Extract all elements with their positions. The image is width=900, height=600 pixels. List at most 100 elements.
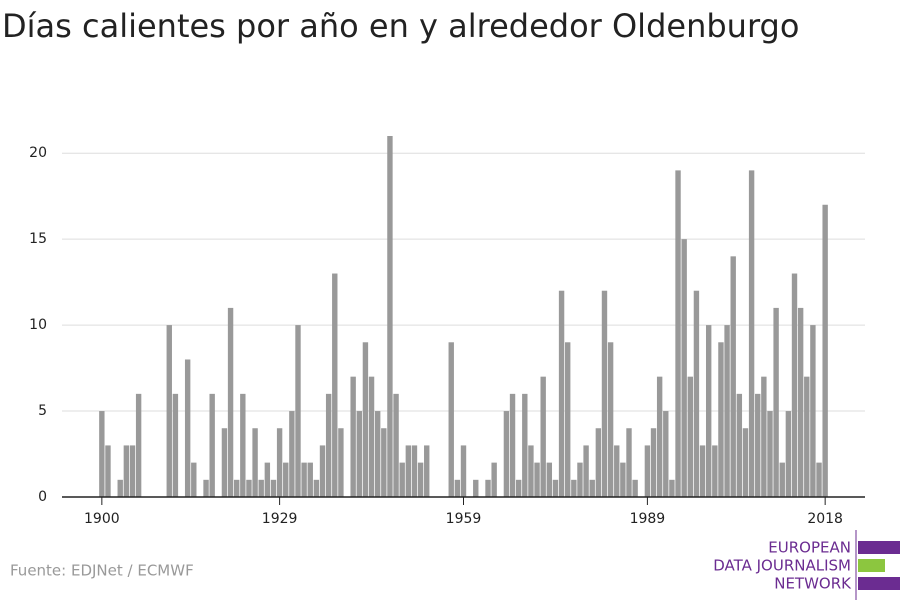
bar: [669, 479, 675, 497]
bar: [129, 445, 136, 497]
bar: [767, 411, 773, 497]
bar: [319, 445, 326, 497]
bar: [123, 445, 130, 497]
bar: [350, 376, 356, 497]
bar: [191, 462, 197, 497]
logo-text: NETWORK: [774, 575, 852, 593]
bar: [773, 307, 779, 497]
bar: [503, 411, 510, 497]
bar: [417, 462, 424, 497]
bar: [614, 445, 620, 497]
x-tick-label: 1989: [630, 511, 666, 527]
logo: EUROPEAN DATA JOURNALISM NETWORK: [713, 530, 900, 600]
bar: [289, 411, 295, 497]
bar: [607, 342, 614, 497]
bar: [693, 290, 700, 497]
bar: [368, 376, 375, 497]
bar: [381, 428, 387, 497]
bar: [184, 359, 191, 497]
logo-text: EUROPEAN: [768, 539, 851, 557]
bar: [699, 445, 706, 497]
logo-bar: [858, 541, 900, 554]
bar: [632, 479, 638, 497]
bar: [448, 342, 454, 497]
bar: [166, 325, 172, 497]
bar: [779, 462, 785, 497]
bar: [283, 462, 289, 497]
bar: [105, 445, 111, 497]
bar: [227, 307, 234, 497]
bar: [644, 445, 651, 497]
bar: [270, 479, 277, 497]
bar: [374, 411, 381, 497]
bar: [552, 479, 559, 497]
bar: [565, 342, 571, 497]
bar: [681, 239, 687, 497]
bar: [620, 462, 626, 497]
y-tick-label: 15: [29, 231, 47, 247]
bar: [99, 411, 105, 497]
bar: [473, 479, 479, 497]
bar: [399, 462, 405, 497]
bar: [325, 393, 332, 497]
source: Fuente: EDJNet / ECMWF: [10, 562, 194, 580]
bar: [675, 170, 681, 497]
bar: [362, 342, 369, 497]
bar: [234, 479, 240, 497]
y-tick-label: 20: [29, 145, 47, 161]
bar: [405, 445, 412, 497]
bar: [822, 204, 828, 497]
bar: [411, 445, 418, 497]
chart-title: Días calientes por año en y alrededor Ol…: [2, 7, 799, 45]
bar: [240, 393, 246, 497]
bar: [626, 428, 632, 497]
bar: [203, 479, 209, 497]
bar: [687, 376, 693, 497]
bar: [534, 462, 540, 497]
bar: [393, 393, 399, 497]
bar: [748, 170, 755, 497]
bar: [595, 428, 602, 497]
y-tick-label: 5: [38, 403, 47, 419]
bar: [209, 393, 215, 497]
bar: [172, 393, 179, 497]
bar: [589, 479, 595, 497]
bar: [755, 393, 761, 497]
bar: [785, 411, 792, 497]
bar: [540, 376, 546, 497]
bar: [460, 445, 467, 497]
bar: [601, 290, 608, 497]
bar: [117, 479, 123, 497]
bar: [264, 462, 271, 497]
bar: [583, 445, 589, 497]
bar: [742, 428, 749, 497]
bar: [571, 479, 577, 497]
bar: [577, 462, 583, 497]
bar: [546, 462, 553, 497]
bar: [810, 325, 816, 497]
bar: [509, 393, 516, 497]
bar: [522, 393, 528, 497]
bar: [724, 325, 730, 497]
bar: [558, 290, 565, 497]
bar: [485, 479, 491, 497]
bar: [730, 256, 736, 497]
bar: [515, 479, 522, 497]
bar: [221, 428, 228, 497]
bar: [252, 428, 258, 497]
bar: [307, 462, 313, 497]
bar: [656, 376, 663, 497]
bar: [338, 428, 344, 497]
bar: [258, 479, 264, 497]
bar: [705, 325, 712, 497]
bar: [424, 445, 430, 497]
bar: [295, 325, 301, 497]
bar: [816, 462, 822, 497]
bar: [491, 462, 497, 497]
y-tick-label: 10: [29, 317, 47, 333]
bar: [276, 428, 283, 497]
bar: [663, 411, 669, 497]
bar: [135, 393, 142, 497]
bar: [804, 376, 810, 497]
